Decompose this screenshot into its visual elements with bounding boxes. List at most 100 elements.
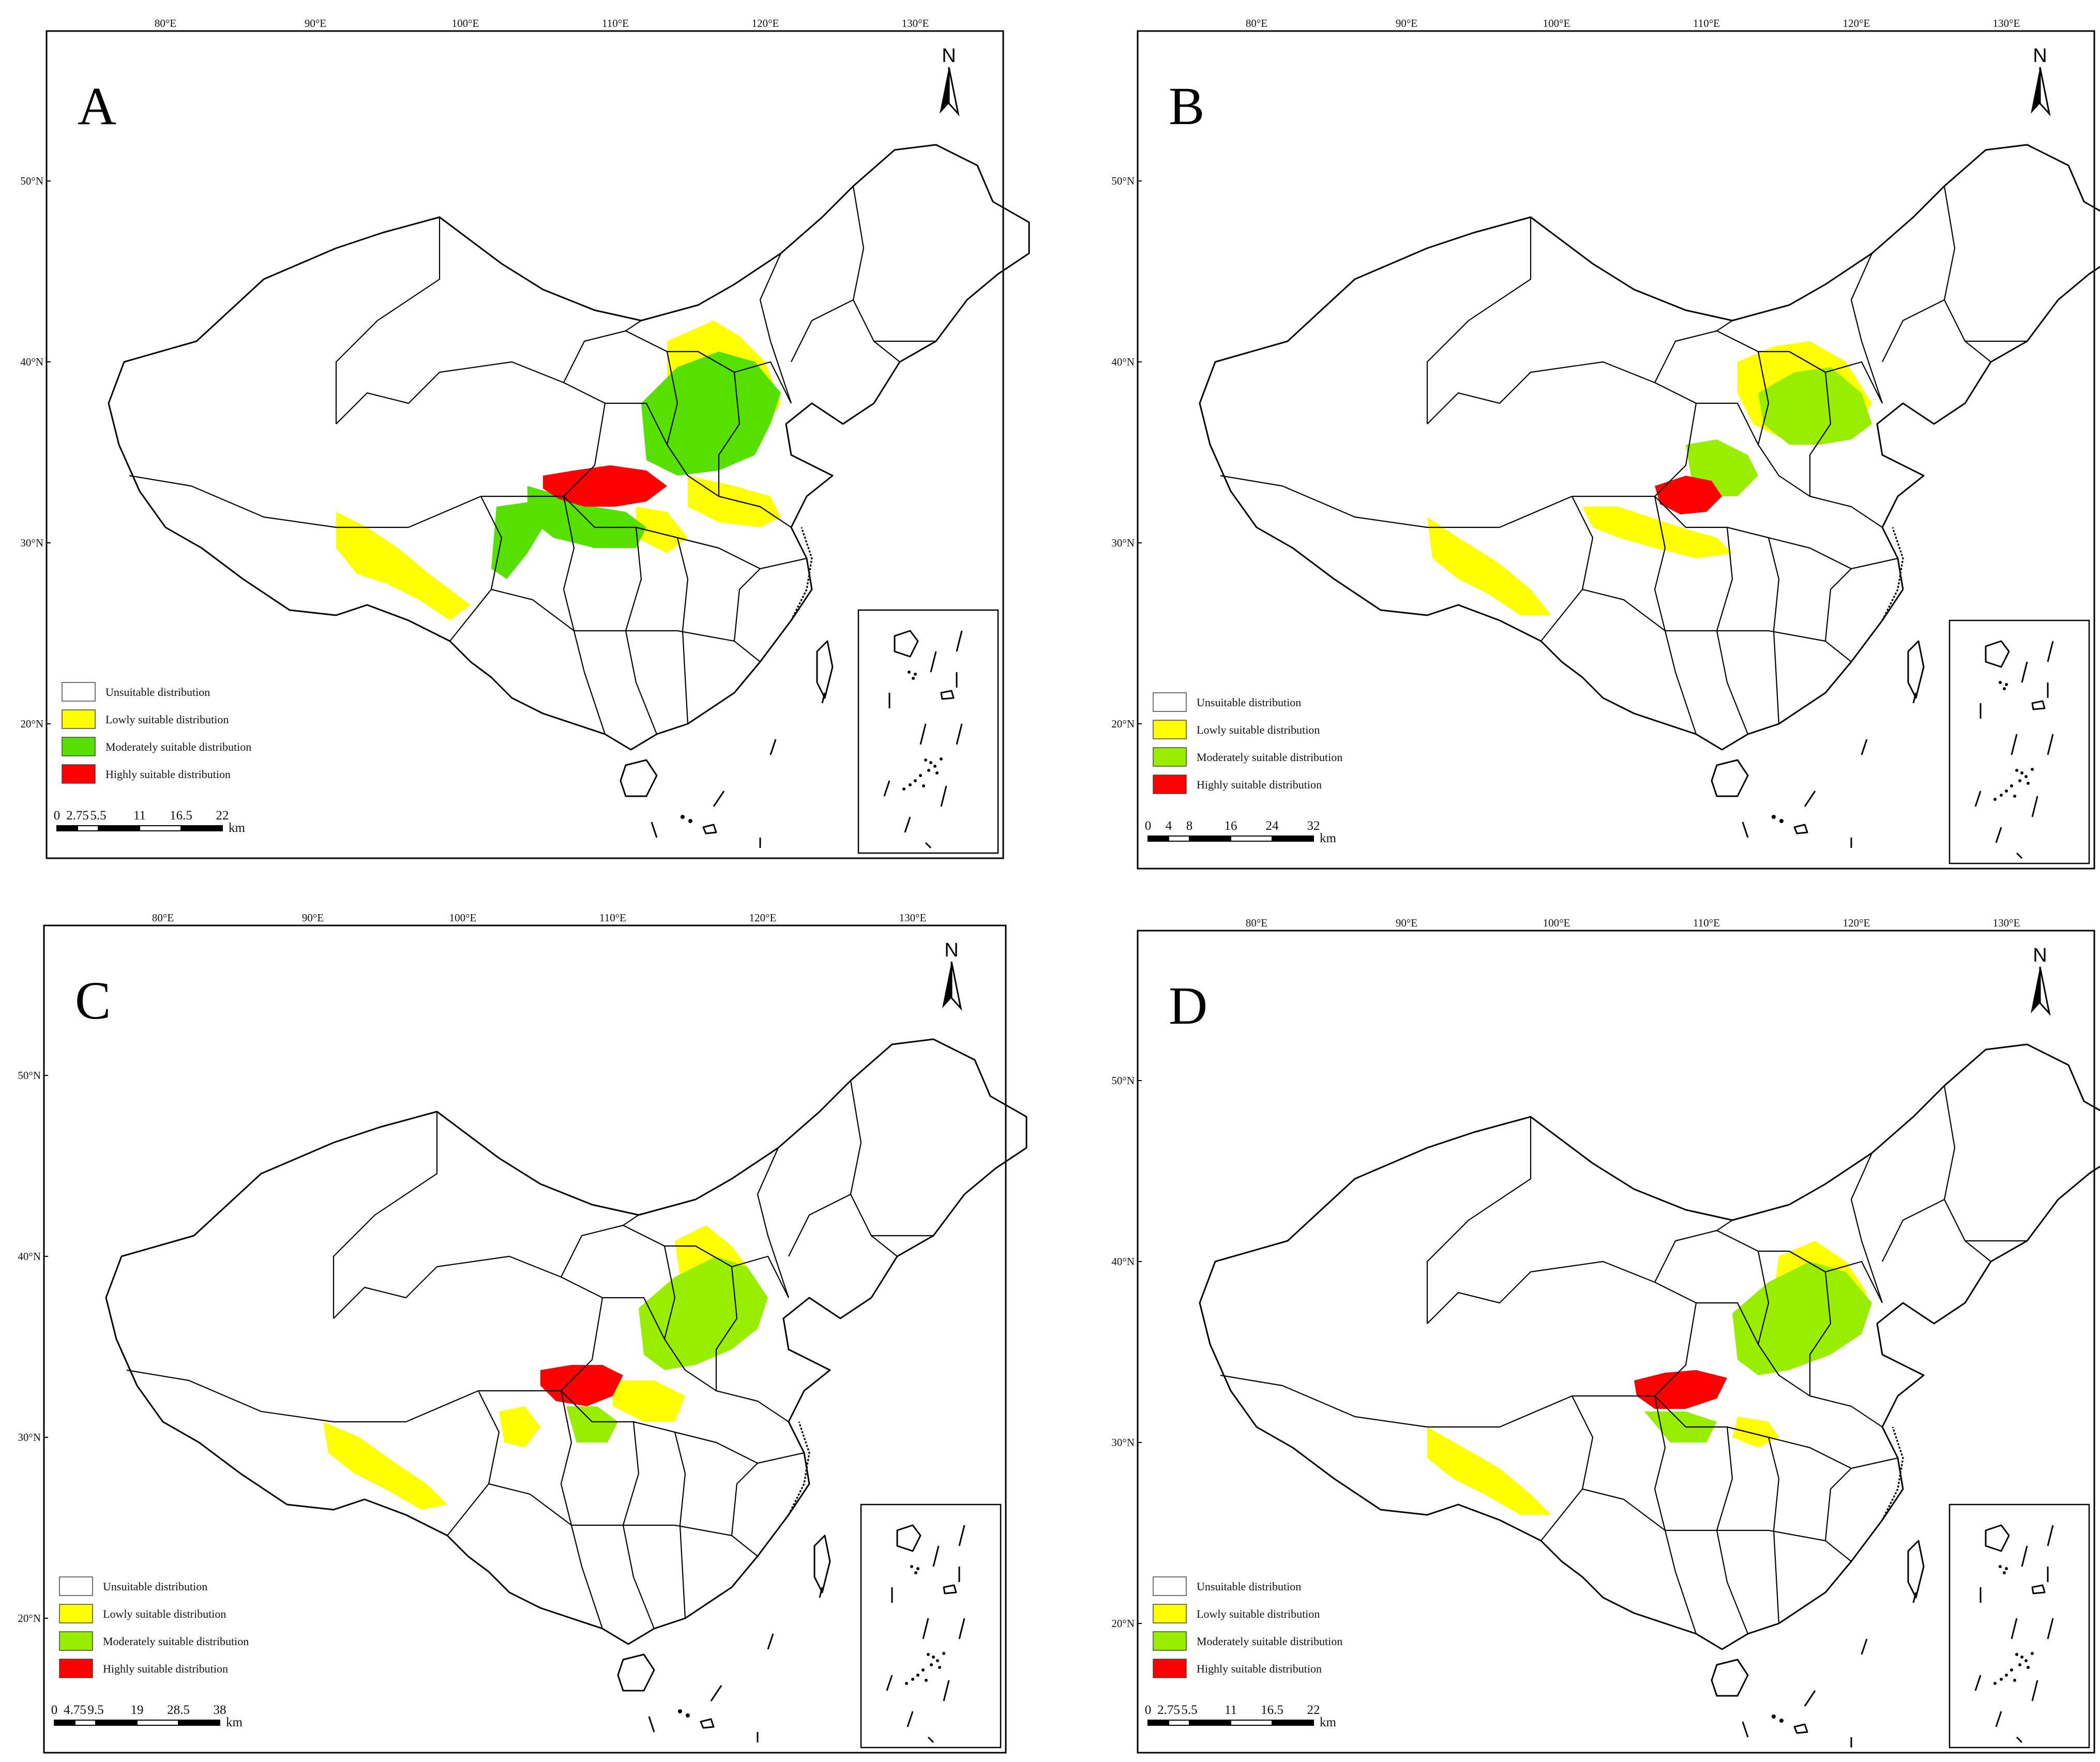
south-china-sea-inset <box>1948 1503 2090 1749</box>
scale-tick-label: 2.75 <box>66 809 89 823</box>
scale-tick-label: 0 <box>51 1703 58 1717</box>
map-frame <box>1137 30 2095 870</box>
legend-swatch <box>1153 747 1187 767</box>
highly-suitable-area <box>1655 476 1722 514</box>
scale-segment <box>1230 1720 1273 1726</box>
scale-segment <box>137 1720 179 1726</box>
scale-tick-label: 24 <box>1266 819 1279 833</box>
longitude-tick-label: 100°E <box>1543 917 1570 929</box>
panel-label: B <box>1169 77 1204 136</box>
legend-swatch <box>59 1604 93 1623</box>
latitude-tick-label: 20°N <box>20 718 43 730</box>
legend: Unsuitable distribution Lowly suitable di… <box>1153 1576 1342 1678</box>
lowly-suitable-area <box>613 1380 685 1422</box>
latitude-tick-label: 20°N <box>18 1612 41 1624</box>
panel-label: A <box>78 77 116 136</box>
moderately-suitable-area <box>527 486 646 548</box>
scale-tick-label: 5.5 <box>90 809 106 823</box>
legend-swatch <box>62 682 96 702</box>
scale-segment <box>180 825 223 831</box>
legend-swatch <box>1153 720 1187 739</box>
longitude-tick-label: 110°E <box>602 17 629 29</box>
scale-segment <box>1272 1720 1314 1726</box>
legend: Unsuitable distribution Lowly suitable di… <box>1153 692 1342 794</box>
latitude-tick-label: 40°N <box>1111 1255 1135 1268</box>
scale-tick-label: 5.5 <box>1181 1703 1197 1717</box>
legend-label: Moderately suitable distribution <box>1197 1635 1342 1648</box>
panel-label: C <box>75 971 111 1030</box>
longitude-tick-label: 80°E <box>1246 17 1267 29</box>
latitude-tick-label: 40°N <box>1111 356 1135 368</box>
moderately-suitable-area <box>566 1406 618 1442</box>
scale-tick-label: 22 <box>216 809 229 823</box>
longitude-tick-label: 130°E <box>899 912 927 924</box>
latitude-tick-label: 50°N <box>20 175 43 187</box>
legend-swatch <box>1153 692 1187 712</box>
map-frame <box>1137 930 2095 1754</box>
legend: Unsuitable distribution Lowly suitable di… <box>59 1576 249 1678</box>
lowly-suitable-area <box>688 476 781 527</box>
longitude-tick-label: 130°E <box>1993 917 2020 929</box>
scale-tick-label: 2.75 <box>1157 1703 1180 1717</box>
legend-label: Lowly suitable distribution <box>103 1607 226 1620</box>
legend-label: Moderately suitable distribution <box>1197 751 1342 764</box>
legend-swatch <box>1153 1631 1187 1651</box>
map-panel-b: 80°E 90°E 100°E 110°E 120°E 130°E 50°N 40°N 30°N… <box>1111 17 2100 870</box>
legend-swatch <box>62 764 96 784</box>
scale-segment <box>56 825 78 831</box>
scale-segment <box>74 1720 96 1726</box>
longitude-tick-label: 90°E <box>305 17 326 29</box>
longitude-tick-label: 120°E <box>752 17 779 29</box>
latitude-tick-label: 50°N <box>1111 175 1135 187</box>
legend-label: Highly suitable distribution <box>103 1662 228 1675</box>
scale-unit: km <box>1320 831 1337 845</box>
scale-unit: km <box>1320 1715 1337 1729</box>
scale-tick-label: 16.5 <box>170 809 192 823</box>
legend-label: Highly suitable distribution <box>105 768 231 781</box>
inset-frame <box>1948 1503 2090 1749</box>
latitude-tick-label: 50°N <box>1111 1074 1135 1087</box>
latitude-tick-label: 40°N <box>20 356 43 368</box>
longitude-tick-label: 120°E <box>1843 917 1870 929</box>
south-china-sea-inset <box>860 1503 1002 1749</box>
longitude-tick-label: 80°E <box>152 912 174 924</box>
longitude-tick-label: 120°E <box>749 912 777 924</box>
legend-swatch <box>1153 1576 1187 1596</box>
longitude-tick-label: 80°E <box>1246 917 1267 929</box>
moderately-suitable-area <box>1732 1262 1872 1375</box>
legend-swatch <box>62 737 96 756</box>
legend-label: Moderately suitable distribution <box>103 1635 249 1648</box>
legend-label: Unsuitable distribution <box>103 1580 207 1593</box>
scale-tick-label: 0 <box>1145 819 1152 833</box>
scale-segment <box>1230 836 1273 842</box>
legend: Unsuitable distribution Lowly suitable di… <box>62 682 251 784</box>
scale-segment <box>178 1720 220 1726</box>
legend-label: Lowly suitable distribution <box>105 713 229 726</box>
latitude-tick-label: 40°N <box>18 1250 41 1263</box>
map-frame <box>46 30 1004 859</box>
north-label: N <box>942 45 956 67</box>
south-china-sea-inset <box>857 609 999 854</box>
scale-unit: km <box>229 821 246 835</box>
scale-tick-label: 32 <box>1307 819 1320 833</box>
latitude-tick-label: 30°N <box>1111 537 1135 549</box>
legend-swatch <box>59 1659 93 1678</box>
longitude-tick-label: 80°E <box>155 17 176 29</box>
scale-tick-label: 28.5 <box>167 1703 190 1717</box>
south-china-sea-inset <box>1948 619 2090 864</box>
lowly-suitable-area <box>323 1422 447 1510</box>
inset-frame <box>857 609 999 854</box>
longitude-tick-label: 110°E <box>1693 917 1720 929</box>
lowly-suitable-area <box>1427 1427 1551 1515</box>
longitude-tick-label: 90°E <box>1396 17 1417 29</box>
legend-label: Highly suitable distribution <box>1197 778 1322 791</box>
lowly-suitable-area <box>1582 507 1732 558</box>
longitude-tick-label: 110°E <box>599 912 626 924</box>
scale-tick-label: 9.5 <box>87 1703 103 1717</box>
longitude-tick-label: 100°E <box>452 17 479 29</box>
scale-unit: km <box>226 1715 243 1729</box>
legend-swatch <box>59 1631 93 1651</box>
